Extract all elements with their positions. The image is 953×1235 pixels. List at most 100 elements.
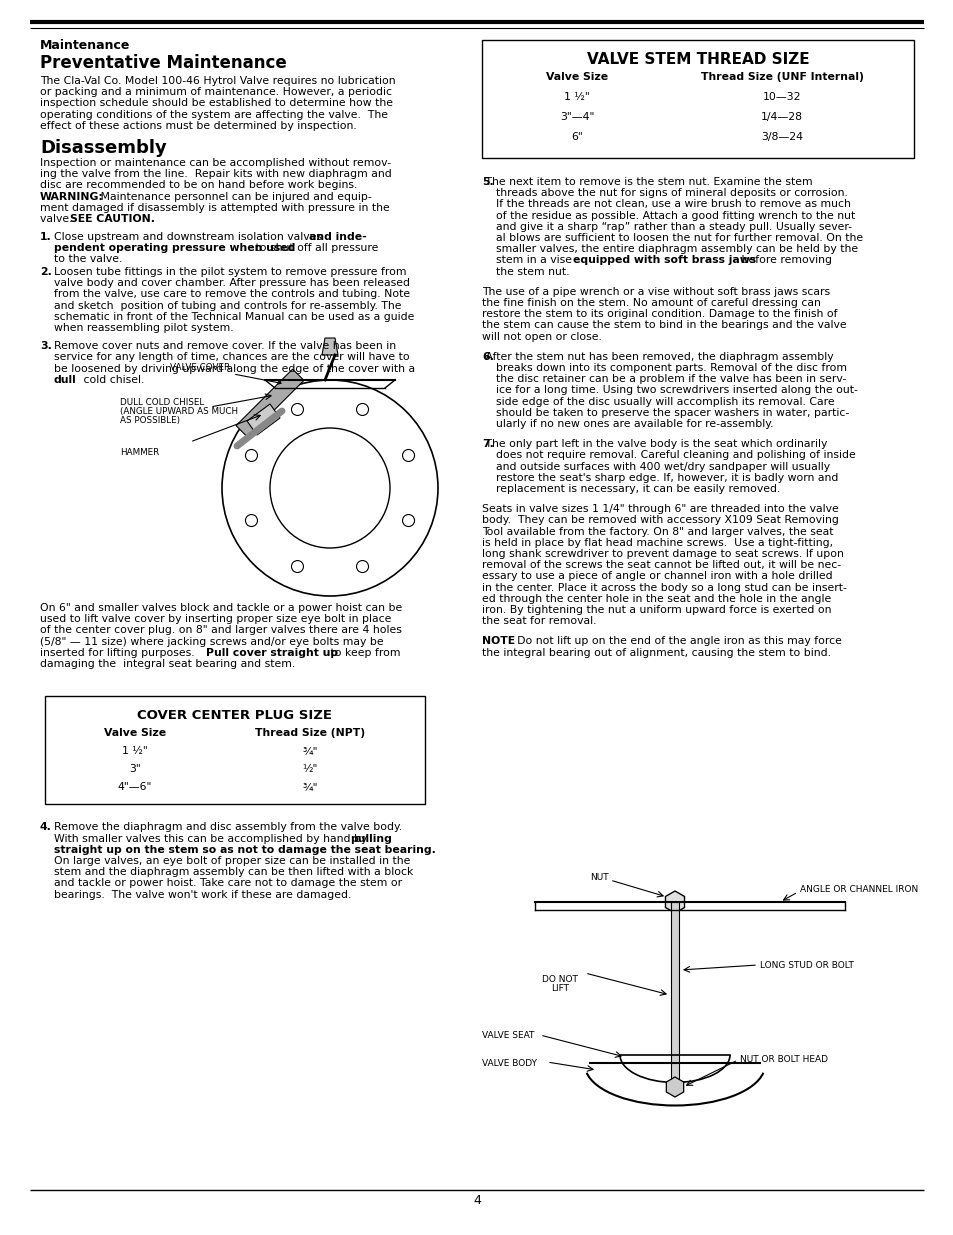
Text: ½": ½" [302, 764, 317, 774]
Text: removal of the screws the seat cannot be lifted out, it will be nec-: removal of the screws the seat cannot be… [481, 561, 841, 571]
Text: restore the stem to its original condition. Damage to the finish of: restore the stem to its original conditi… [481, 309, 837, 319]
Text: ice for a long time. Using two screwdrivers inserted along the out-: ice for a long time. Using two screwdriv… [496, 385, 857, 395]
Text: the seat for removal.: the seat for removal. [481, 616, 596, 626]
Text: With smaller valves this can be accomplished by hand by: With smaller valves this can be accompli… [54, 834, 371, 844]
Text: be loosened by driving upward along the edge of the cover with a: be loosened by driving upward along the … [54, 363, 415, 374]
Text: Preventative Maintenance: Preventative Maintenance [40, 54, 287, 72]
Polygon shape [665, 1077, 683, 1097]
Text: AS POSSIBLE): AS POSSIBLE) [120, 416, 180, 425]
Text: the stem can cause the stem to bind in the bearings and the valve: the stem can cause the stem to bind in t… [481, 320, 845, 331]
Text: restore the seat's sharp edge. If, however, it is badly worn and: restore the seat's sharp edge. If, howev… [496, 473, 838, 483]
Text: side edge of the disc usually will accomplish its removal. Care: side edge of the disc usually will accom… [496, 396, 834, 406]
Text: bearings.  The valve won't work if these are damaged.: bearings. The valve won't work if these … [54, 889, 351, 899]
Text: al blows are sufficient to loosen the nut for further removal. On the: al blows are sufficient to loosen the nu… [496, 233, 862, 243]
Polygon shape [322, 338, 337, 354]
Text: LONG STUD OR BOLT: LONG STUD OR BOLT [760, 961, 853, 969]
Text: and inde-: and inde- [309, 232, 366, 242]
Text: stem and the diaphragm assembly can be then lifted with a block: stem and the diaphragm assembly can be t… [54, 867, 413, 877]
Text: will not open or close.: will not open or close. [481, 332, 601, 342]
Polygon shape [247, 404, 280, 435]
Polygon shape [235, 369, 304, 437]
Text: iron. By tightening the nut a uniform upward force is exerted on: iron. By tightening the nut a uniform up… [481, 605, 831, 615]
Text: pulling: pulling [350, 834, 392, 844]
Text: VALVE STEM THREAD SIZE: VALVE STEM THREAD SIZE [586, 52, 808, 67]
Text: NUT: NUT [589, 873, 608, 883]
Text: The next item to remove is the stem nut. Examine the stem: The next item to remove is the stem nut.… [481, 177, 812, 186]
Text: Thread Size (NPT): Thread Size (NPT) [254, 729, 365, 739]
Bar [45, 697, 424, 804]
Text: On large valves, an eye bolt of proper size can be installed in the: On large valves, an eye bolt of proper s… [54, 856, 410, 866]
Text: or packing and a minimum of maintenance. However, a periodic: or packing and a minimum of maintenance.… [40, 88, 392, 98]
Text: If the threads are not clean, use a wire brush to remove as much: If the threads are not clean, use a wire… [496, 199, 850, 210]
Text: 6.: 6. [481, 352, 494, 362]
Text: ularly if no new ones are available for re-assembly.: ularly if no new ones are available for … [496, 419, 773, 429]
Text: of the residue as possible. Attach a good fitting wrench to the nut: of the residue as possible. Attach a goo… [496, 211, 854, 221]
Text: Loosen tube fittings in the pilot system to remove pressure from: Loosen tube fittings in the pilot system… [54, 267, 406, 277]
Text: ment damaged if disassembly is attempted with pressure in the: ment damaged if disassembly is attempted… [40, 204, 390, 214]
Text: when reassembling pilot system.: when reassembling pilot system. [54, 324, 233, 333]
Text: Close upstream and downstream isolation valves: Close upstream and downstream isolation … [54, 232, 325, 242]
Text: The only part left in the valve body is the seat which ordinarily: The only part left in the valve body is … [481, 440, 826, 450]
Text: DULL COLD CHISEL: DULL COLD CHISEL [120, 398, 204, 408]
Text: HAMMER: HAMMER [120, 448, 159, 457]
Text: On 6" and smaller valves block and tackle or a power hoist can be: On 6" and smaller valves block and tackl… [40, 603, 402, 613]
Text: equipped with soft brass jaws: equipped with soft brass jaws [573, 256, 756, 266]
Text: valve.: valve. [40, 215, 76, 225]
Text: dull: dull [54, 374, 76, 385]
Text: valve body and cover chamber. After pressure has been released: valve body and cover chamber. After pres… [54, 278, 410, 288]
Text: long shank screwdriver to prevent damage to seat screws. If upon: long shank screwdriver to prevent damage… [481, 550, 843, 559]
Text: 6": 6" [571, 132, 582, 142]
Text: 1 ½": 1 ½" [122, 746, 148, 756]
Bar [670, 902, 679, 1086]
Text: 1 ½": 1 ½" [563, 91, 589, 103]
Text: VALVE SEAT: VALVE SEAT [481, 1030, 534, 1040]
Text: Thread Size (UNF Internal): Thread Size (UNF Internal) [700, 72, 862, 82]
Text: NOTE: NOTE [481, 636, 515, 646]
Text: SEE CAUTION.: SEE CAUTION. [70, 215, 154, 225]
Text: and give it a sharp “rap” rather than a steady pull. Usually sever-: and give it a sharp “rap” rather than a … [496, 222, 851, 232]
Text: ed through the center hole in the seat and the hole in the angle: ed through the center hole in the seat a… [481, 594, 830, 604]
Text: in the center. Place it across the body so a long stud can be insert-: in the center. Place it across the body … [481, 583, 846, 593]
Text: 4: 4 [473, 1194, 480, 1207]
Text: 3/8—24: 3/8—24 [760, 132, 802, 142]
Text: effect of these actions must be determined by inspection.: effect of these actions must be determin… [40, 121, 356, 131]
Text: 1.: 1. [40, 232, 51, 242]
Text: 1/4—28: 1/4—28 [760, 112, 802, 122]
Text: schematic in front of the Technical Manual can be used as a guide: schematic in front of the Technical Manu… [54, 311, 414, 322]
Text: straight up on the stem so as not to damage the seat bearing.: straight up on the stem so as not to dam… [54, 845, 436, 855]
Text: LIFT: LIFT [551, 984, 568, 993]
Text: used to lift valve cover by inserting proper size eye bolt in place: used to lift valve cover by inserting pr… [40, 614, 391, 624]
Text: Maintenance personnel can be injured and equip-: Maintenance personnel can be injured and… [97, 191, 372, 203]
Text: damaging the  integral seat bearing and stem.: damaging the integral seat bearing and s… [40, 659, 294, 669]
Text: to keep from: to keep from [327, 648, 400, 658]
Text: VALVE BODY: VALVE BODY [481, 1058, 537, 1067]
Text: VALVE COVER: VALVE COVER [170, 363, 281, 384]
Text: pendent operating pressure when used: pendent operating pressure when used [54, 243, 295, 253]
Text: threads above the nut for signs of mineral deposits or corrosion.: threads above the nut for signs of miner… [496, 188, 847, 198]
Text: 2.: 2. [40, 267, 51, 277]
Text: DO NOT: DO NOT [541, 974, 578, 984]
Text: breaks down into its component parts. Removal of the disc from: breaks down into its component parts. Re… [496, 363, 846, 373]
Text: (5/8" — 11 size) where jacking screws and/or eye bolts may be: (5/8" — 11 size) where jacking screws an… [40, 636, 383, 647]
Text: the integral bearing out of alignment, causing the stem to bind.: the integral bearing out of alignment, c… [481, 647, 830, 657]
Text: inserted for lifting purposes.: inserted for lifting purposes. [40, 648, 198, 658]
Text: Valve Size: Valve Size [104, 729, 166, 739]
Text: ing the valve from the line.  Repair kits with new diaphragm and: ing the valve from the line. Repair kits… [40, 169, 392, 179]
Text: service for any length of time, chances are the cover will have to: service for any length of time, chances … [54, 352, 409, 362]
Text: 3"—4": 3"—4" [559, 112, 594, 122]
Text: body.  They can be removed with accessory X109 Seat Removing: body. They can be removed with accessory… [481, 515, 838, 525]
Text: and tackle or power hoist. Take care not to damage the stem or: and tackle or power hoist. Take care not… [54, 878, 402, 888]
Text: the disc retainer can be a problem if the valve has been in serv-: the disc retainer can be a problem if th… [496, 374, 845, 384]
Text: before removing: before removing [738, 256, 831, 266]
Text: Valve Size: Valve Size [545, 72, 607, 82]
Text: NUT OR BOLT HEAD: NUT OR BOLT HEAD [740, 1056, 827, 1065]
Text: stem in a vise: stem in a vise [496, 256, 575, 266]
Polygon shape [665, 890, 684, 913]
Text: from the valve, use care to remove the controls and tubing. Note: from the valve, use care to remove the c… [54, 289, 410, 299]
Text: Seats in valve sizes 1 1/4" through 6" are threaded into the valve: Seats in valve sizes 1 1/4" through 6" a… [481, 504, 838, 514]
Text: replacement is necessary, it can be easily removed.: replacement is necessary, it can be easi… [496, 484, 780, 494]
Text: 7.: 7. [481, 440, 494, 450]
Text: Pull cover straight up: Pull cover straight up [206, 648, 337, 658]
Text: to the valve.: to the valve. [54, 254, 122, 264]
Text: to shut off all pressure: to shut off all pressure [252, 243, 378, 253]
